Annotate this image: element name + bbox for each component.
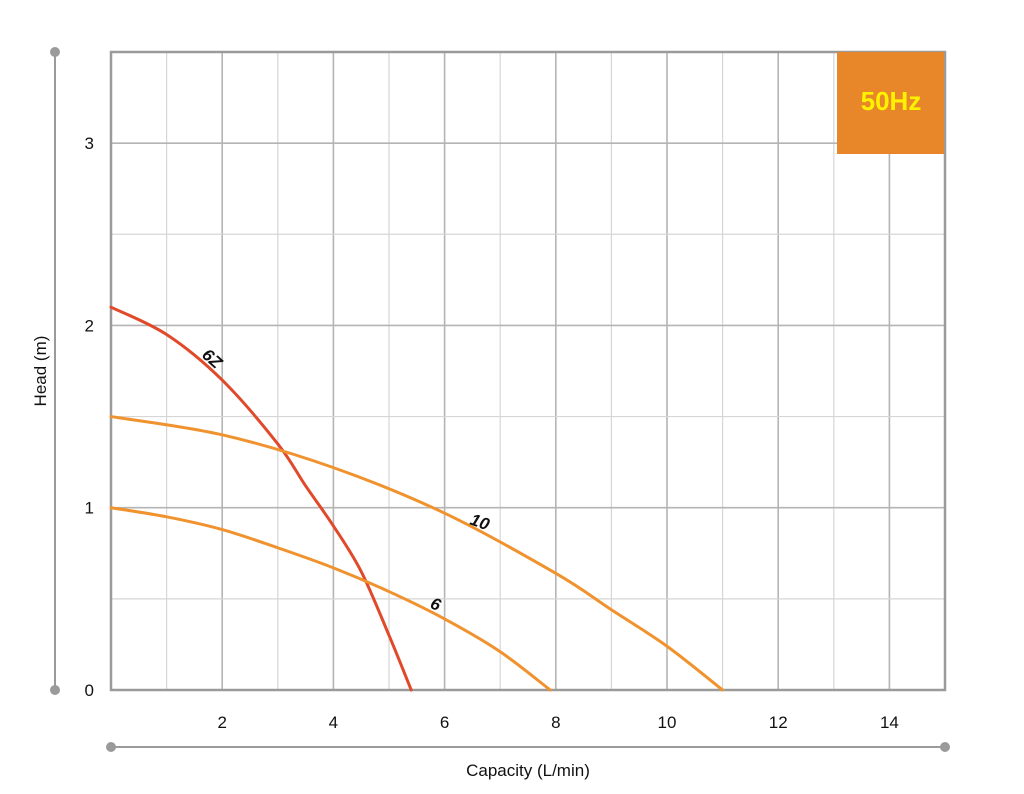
x-tick-label: 4 (329, 713, 338, 732)
y-tick-labels: 0 1 2 3 (85, 134, 94, 700)
x-tick-labels: 2 4 6 8 10 12 14 (217, 713, 898, 732)
x-tick-label: 8 (551, 713, 560, 732)
series-curves (109, 305, 725, 692)
y-axis-title: Head (m) (31, 336, 50, 407)
x-axis-track-end-right (940, 742, 950, 752)
series-label-10: 10 (468, 510, 493, 535)
frequency-badge (837, 52, 944, 154)
x-tick-label: 14 (880, 713, 899, 732)
y-tick-label: 3 (85, 134, 94, 153)
x-tick-label: 12 (769, 713, 788, 732)
frequency-badge-text: 50Hz (861, 86, 922, 116)
y-tick-label: 1 (85, 499, 94, 518)
y-tick-label: 2 (85, 316, 94, 335)
plot-frame (109, 50, 947, 692)
x-axis-track-end-left (106, 742, 116, 752)
series-line-6Z (109, 305, 413, 692)
x-tick-label: 10 (658, 713, 677, 732)
series-label-6: 6 (428, 594, 444, 615)
y-axis-track-end-top (50, 47, 60, 57)
x-axis-title: Capacity (L/min) (466, 761, 590, 780)
y-tick-label: 0 (85, 681, 94, 700)
x-tick-label: 6 (440, 713, 449, 732)
series-line-6 (109, 506, 552, 692)
x-tick-label: 2 (217, 713, 226, 732)
series-line-10 (109, 415, 725, 692)
y-axis-track-end-bottom (50, 685, 60, 695)
grid (111, 52, 945, 690)
